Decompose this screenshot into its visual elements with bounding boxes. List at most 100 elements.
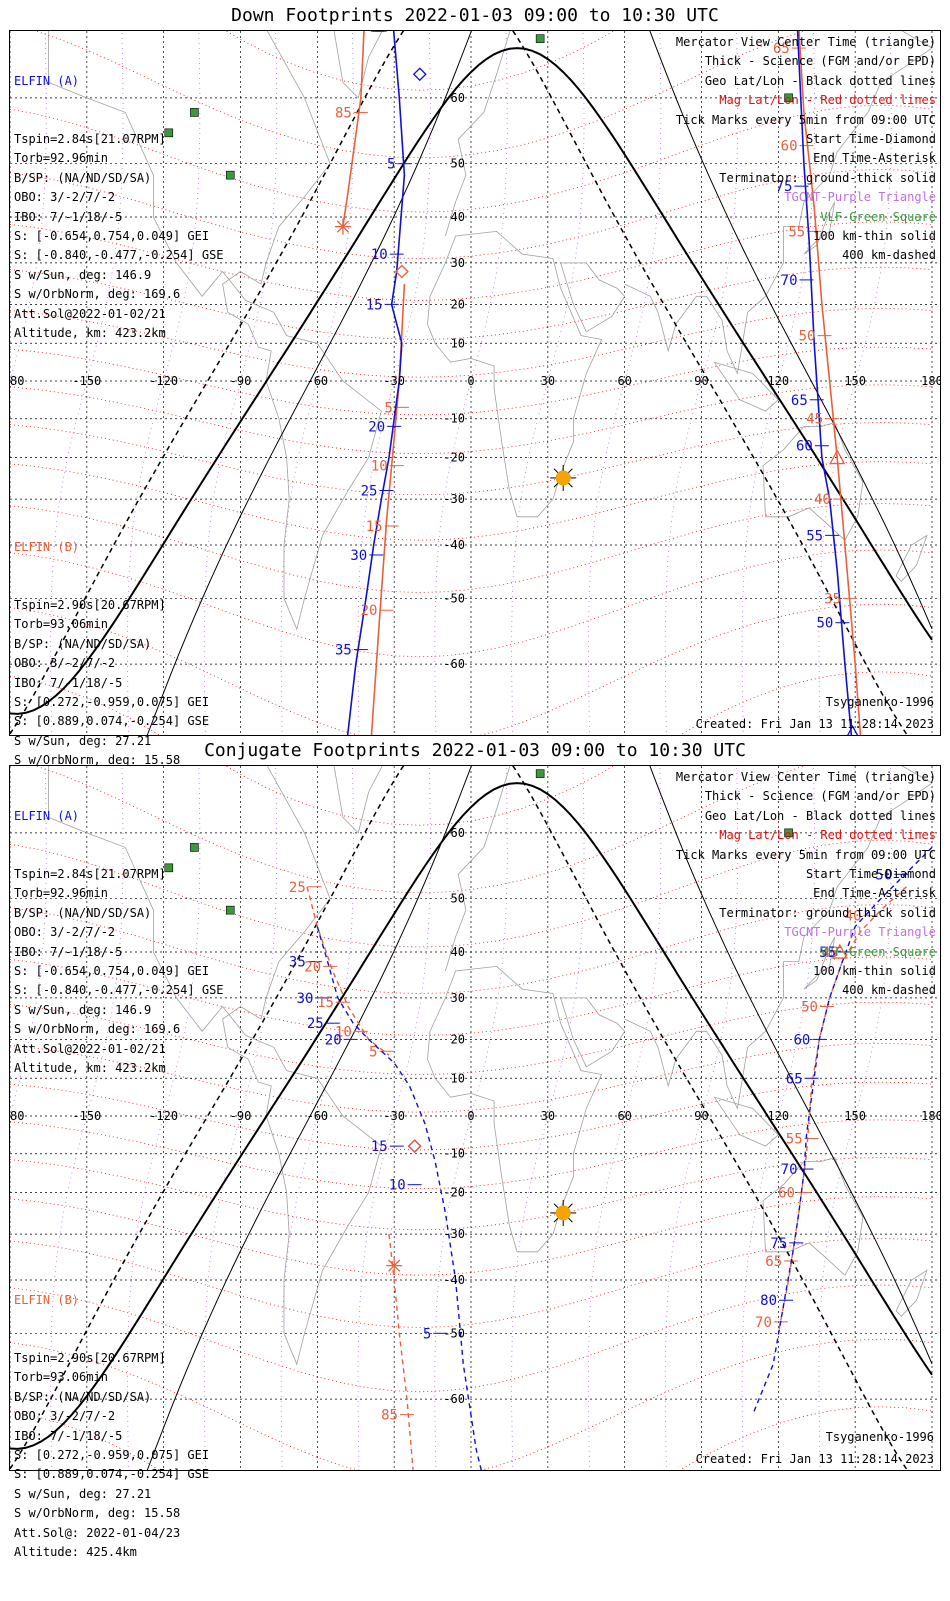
elfin-a-info-line: Tspin=2.84s[21.07RPM] [14, 132, 166, 147]
track-tick-label: 55 [788, 224, 805, 240]
lon-tick-label: 60 [617, 374, 631, 388]
legend-entry: Terminator: ground-thick solid [719, 170, 936, 185]
lon-tick-label: -180 [10, 374, 24, 388]
mag-lon-line [741, 31, 815, 735]
elfin-b-info-line: S: [0.272,-0.959,0.075] GEI [14, 1448, 210, 1463]
elfin-a-start-diamond [407, 1139, 422, 1154]
elfin-b-info-line: Altitude: 425.4km [14, 1545, 137, 1560]
legend-entry: Mag Lat/Lon - Red dotted lines [719, 828, 936, 843]
elfin-b-start-diamond [407, 1139, 422, 1154]
lon-tick-label: -30 [383, 1109, 405, 1123]
track-tick-label: 55 [786, 1132, 803, 1148]
elfin-b-info-line: S: [0.889,0.074,-0.254] GSE [14, 714, 210, 729]
track-tick-label: 50 [875, 867, 892, 883]
top-panel-title: Down Footprints 2022-01-03 09:00 to 10:3… [231, 5, 719, 26]
elfin-a-track [796, 31, 853, 735]
elfin-b-info-line: S w/OrbNorm, deg: 15.58 [14, 753, 181, 768]
elfin-a-info-line: IBO: 7/-1/18/-5 [14, 944, 123, 959]
lat-tick-label: 30 [451, 256, 465, 270]
track-tick-label: 65 [791, 393, 808, 409]
terminator-ground [10, 47, 933, 715]
coastline [445, 31, 933, 237]
track-tick-label: 5 [369, 1044, 377, 1060]
legend-entry: Terminator: ground-thick solid [719, 905, 936, 920]
legend-entry: Start Time-Diamond [805, 867, 936, 882]
elfin-b-info-line: Tspin=2.90s[20.67RPM] [14, 598, 166, 613]
coastline [762, 422, 864, 541]
elfin-a-info-line: B/SP: (NA/ND/SD/SA) [14, 170, 152, 185]
coastline [48, 31, 382, 631]
track-tick-label: 60 [781, 139, 798, 155]
lon-tick-label: -180 [10, 1109, 24, 1123]
elfin-a-info: ELFIN (A) Tspin=2.84s[21.07RPM] Torb=92.9… [14, 768, 224, 1117]
legend-entry: VLF-Green Square [820, 209, 936, 224]
elfin-a-info-line: Tspin=2.84s[21.07RPM] [14, 867, 166, 882]
lon-tick-label: 30 [541, 374, 555, 388]
track-tick-label: 15 [371, 1139, 388, 1155]
track-tick-label: 35 [335, 643, 352, 659]
elfin-a-info-line: S w/Sun, deg: 146.9 [14, 267, 152, 282]
elfin-a-info-line: S w/Sun, deg: 146.9 [14, 1002, 152, 1017]
track-tick-label: 25 [307, 1016, 324, 1032]
lon-tick-label: -120 [149, 1109, 178, 1123]
lon-tick-label: -60 [306, 1109, 328, 1123]
track-tick-label: 25 [361, 484, 378, 500]
legend-entry: VLF-Green Square [820, 944, 936, 959]
elfin-a-info-line: S: [-0.654,0.754,0.049] GEI [14, 964, 210, 979]
mag-lon-line [50, 766, 124, 1470]
elfin-a-info-line: Att.Sol@2022-01-02/21 [14, 1041, 166, 1056]
lat-tick-label: 20 [451, 1032, 465, 1046]
elfin-a-label: ELFIN (A) [14, 73, 80, 88]
lon-tick-label: -120 [149, 374, 178, 388]
model-label: Tsyganenko-1996 [825, 695, 934, 709]
legend-entry: End Time-Asterisk [813, 886, 936, 901]
elfin-b-track [388, 1234, 414, 1470]
elfin-a-info-line: OBO: 3/-2/7/-2 [14, 190, 116, 205]
lat-tick-label: 20 [451, 297, 465, 311]
mag-lat-line [10, 422, 933, 496]
lon-tick-label: 120 [767, 374, 789, 388]
track-tick-label: 60 [793, 1032, 810, 1048]
elfin-b-info-line: Torb=93.06min [14, 1370, 108, 1385]
elfin-a-label: ELFIN (A) [14, 808, 80, 823]
lat-tick-label: -10 [443, 1147, 465, 1161]
legend-entry: TGCNT-Purple Triangle [784, 925, 936, 940]
track-tick-label: 10 [371, 459, 388, 475]
coastline [445, 766, 933, 972]
coastline [895, 1269, 928, 1317]
mag-lon-line [511, 766, 585, 1470]
elfin-b-info-line: OBO: 3/-2/7/-2 [14, 656, 116, 671]
elfin-b-label: ELFIN (B) [14, 1292, 80, 1307]
coastline [333, 766, 383, 834]
lat-tick-label: 40 [451, 210, 465, 224]
track-tick-label: 10 [371, 247, 388, 263]
track-tick-label: 5 [384, 400, 392, 416]
model-label: Tsyganenko-1996 [825, 1430, 934, 1444]
elfin-a-info-line: S: [-0.840,-0.477,-0.254] GSE [14, 248, 224, 263]
elfin-a-track [316, 926, 482, 1470]
legend-entry: Mercator View Center Time (triangle) [675, 770, 936, 784]
elfin-b-info-line: S w/Sun, deg: 27.21 [14, 1486, 152, 1501]
elfin-a-info-line: S: [-0.840,-0.477,-0.254] GSE [14, 983, 224, 998]
elfin-b-info-line: S w/Sun, deg: 27.21 [14, 733, 152, 748]
lon-tick-label: -90 [230, 374, 252, 388]
lat-tick-label: -50 [443, 1326, 465, 1340]
coastline [713, 361, 779, 412]
legend-entry: 100 km-thin solid [813, 964, 936, 979]
lon-tick-label: 180 [921, 1109, 940, 1123]
elfin-a-info-line: S w/OrbNorm, deg: 169.6 [14, 287, 181, 302]
elfin-b-info-line: IBO: 7/-1/18/-5 [14, 675, 123, 690]
mag-lon-line [280, 766, 354, 1470]
lon-tick-label: 180 [921, 374, 940, 388]
elfin-b-info-line: S w/OrbNorm, deg: 15.58 [14, 1506, 181, 1521]
elfin-b-info-line: Tspin=2.90s[20.67RPM] [14, 1351, 166, 1366]
legend-entry: Thick - Science (FGM and/or EPD) [704, 54, 936, 69]
legend-entry: 400 km-dashed [842, 248, 936, 263]
track-tick-label: 65 [765, 1254, 782, 1270]
conjugate-footprints-map: -180 -150 -120 -90 -60 -30 0 30 60 90 120 150 180 70 6… [9, 765, 941, 1559]
lon-tick-label: -60 [306, 374, 328, 388]
mag-lon-line [127, 31, 201, 735]
legend-entry: Tick Marks every 5min from 09:00 UTC [675, 847, 936, 862]
mag-lon-line [357, 766, 431, 1470]
lon-tick-label: 60 [617, 1109, 631, 1123]
